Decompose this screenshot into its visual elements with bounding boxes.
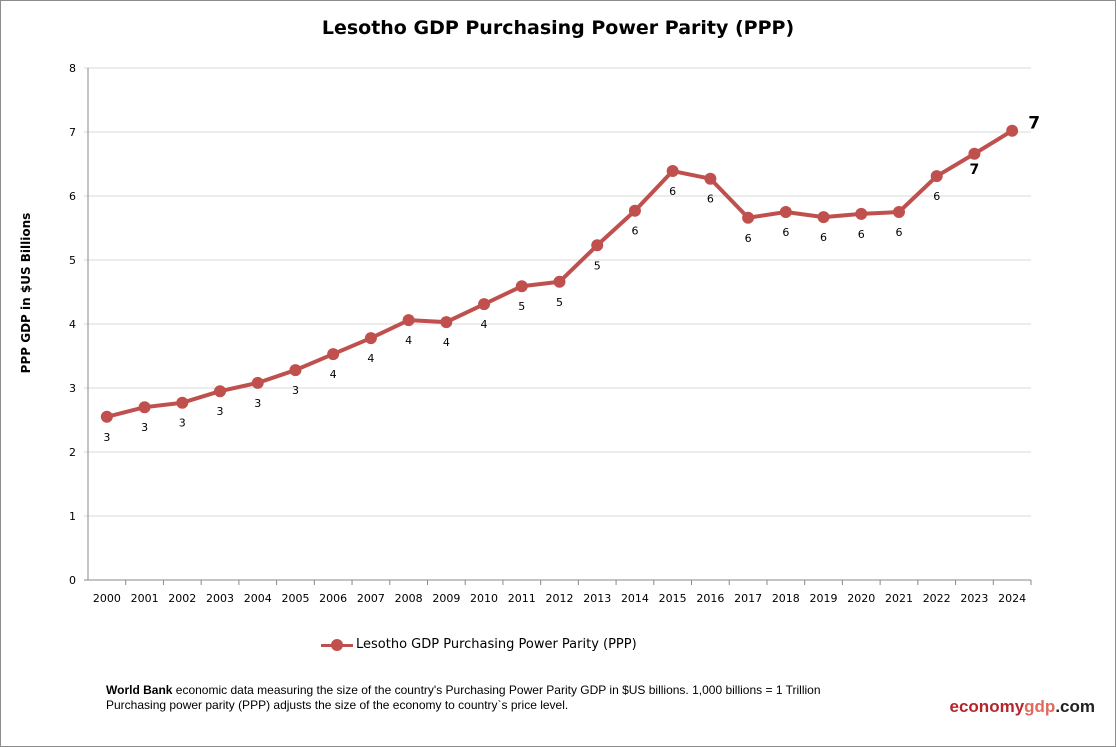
data-label: 3 <box>254 397 261 410</box>
data-label: 4 <box>443 336 450 349</box>
data-label: 4 <box>367 352 374 365</box>
data-label: 3 <box>292 384 299 397</box>
data-label: 5 <box>594 259 601 272</box>
x-tick-label: 2014 <box>621 592 649 605</box>
data-label: 7 <box>970 162 980 178</box>
data-label: 3 <box>141 421 148 434</box>
x-tick-label: 2021 <box>885 592 913 605</box>
footnote-line1: economic data measuring the size of the … <box>172 683 821 697</box>
data-point <box>138 401 151 414</box>
data-label: 4 <box>330 368 337 381</box>
logo: economygdp.com <box>949 697 1095 716</box>
data-point <box>553 275 566 288</box>
x-tick-label: 2002 <box>168 592 196 605</box>
data-label: 6 <box>820 231 827 244</box>
y-tick-label: 7 <box>69 126 76 139</box>
x-tick-label: 2020 <box>847 592 875 605</box>
data-label: 6 <box>895 226 902 239</box>
data-point <box>666 165 679 178</box>
footnote-line2: Purchasing power parity (PPP) adjusts th… <box>106 698 569 712</box>
footnote: World Bank economic data measuring the s… <box>106 683 821 713</box>
data-point <box>628 204 641 217</box>
chart-title: Lesotho GDP Purchasing Power Parity (PPP… <box>321 17 795 39</box>
data-point <box>1006 124 1019 137</box>
data-point <box>364 332 377 345</box>
x-tick-label: 2009 <box>432 592 460 605</box>
y-tick-label: 0 <box>69 574 76 587</box>
x-tick-label: 2010 <box>470 592 498 605</box>
data-point <box>214 385 227 398</box>
y-tick-label: 2 <box>69 446 76 459</box>
footnote-source: World Bank <box>106 683 173 697</box>
y-tick-label: 4 <box>69 318 76 331</box>
data-point <box>704 172 717 185</box>
x-tick-label: 2008 <box>395 592 423 605</box>
x-tick-label: 2013 <box>583 592 611 605</box>
data-point <box>478 298 491 311</box>
y-tick-label: 5 <box>69 254 76 267</box>
x-tick-label: 2015 <box>659 592 687 605</box>
data-label: 6 <box>858 228 865 241</box>
x-tick-label: 2019 <box>810 592 838 605</box>
data-point <box>402 314 415 327</box>
legend-line-marker-icon <box>321 638 353 652</box>
x-tick-label: 2012 <box>546 592 574 605</box>
x-tick-label: 2003 <box>206 592 234 605</box>
data-label: 5 <box>556 296 563 309</box>
data-point <box>591 239 604 252</box>
series-line <box>106 129 1014 419</box>
data-label: 5 <box>518 300 525 313</box>
x-tick-label: 2000 <box>93 592 121 605</box>
data-point <box>327 348 340 361</box>
x-tick-label: 2004 <box>244 592 272 605</box>
data-label: 7 <box>1028 114 1040 134</box>
y-tick-label: 1 <box>69 510 76 523</box>
data-label: 6 <box>707 193 714 206</box>
data-point <box>779 206 792 218</box>
data-label: 4 <box>481 318 488 331</box>
y-tick-label: 6 <box>69 190 76 203</box>
x-tick-label: 2023 <box>960 592 988 605</box>
y-tick-label: 8 <box>69 62 76 75</box>
data-label: 6 <box>631 225 638 238</box>
data-point <box>176 396 189 409</box>
data-point <box>968 147 981 160</box>
x-tick-label: 2018 <box>772 592 800 605</box>
data-point <box>892 206 905 218</box>
data-label: 6 <box>933 190 940 203</box>
x-tick-label: 2006 <box>319 592 347 605</box>
data-label: 3 <box>103 431 110 444</box>
x-tick-label: 2005 <box>281 592 309 605</box>
x-tick-label: 2016 <box>696 592 724 605</box>
x-tick-label: 2024 <box>998 592 1026 605</box>
data-point <box>817 211 830 224</box>
data-label: 6 <box>669 185 676 198</box>
data-label: 3 <box>217 405 224 418</box>
x-tick-label: 2011 <box>508 592 536 605</box>
data-point <box>515 280 528 293</box>
data-point <box>100 410 113 423</box>
data-point <box>251 376 264 389</box>
x-tick-label: 2007 <box>357 592 385 605</box>
legend: Lesotho GDP Purchasing Power Parity (PPP… <box>321 637 637 652</box>
data-label: 6 <box>745 232 752 245</box>
data-point <box>855 207 868 220</box>
data-point <box>289 364 302 377</box>
data-point <box>440 316 453 329</box>
data-point <box>930 170 943 183</box>
y-tick-label: 3 <box>69 382 76 395</box>
data-point <box>742 211 755 224</box>
data-label: 4 <box>405 334 412 347</box>
x-tick-label: 2017 <box>734 592 762 605</box>
legend-label: Lesotho GDP Purchasing Power Parity (PPP… <box>356 637 637 652</box>
x-tick-label: 2001 <box>131 592 159 605</box>
data-label: 6 <box>782 226 789 239</box>
x-tick-label: 2022 <box>923 592 951 605</box>
data-label: 3 <box>179 417 186 430</box>
